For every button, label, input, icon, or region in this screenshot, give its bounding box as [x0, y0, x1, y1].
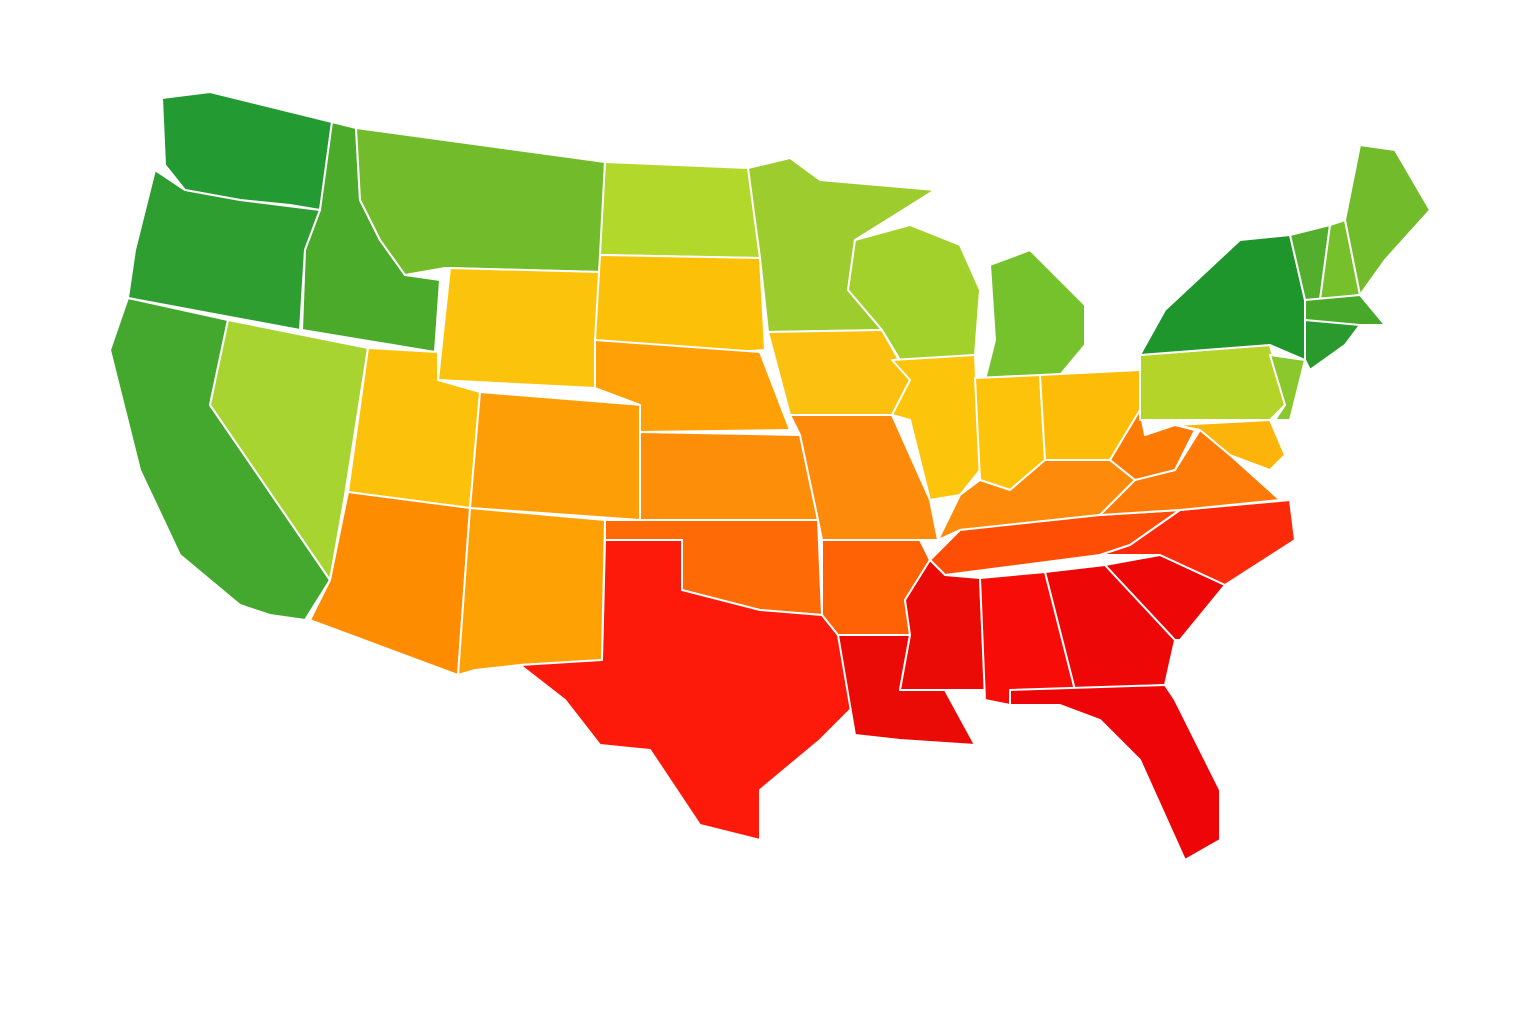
- state: [519, 539, 861, 841]
- state: [599, 161, 761, 259]
- state: [355, 127, 606, 276]
- state: [1044, 564, 1176, 691]
- state: [984, 249, 1086, 381]
- state: [1139, 234, 1306, 361]
- state: [1269, 354, 1306, 421]
- state: [161, 91, 333, 211]
- state: [1304, 319, 1361, 371]
- state: [469, 391, 643, 521]
- state: [1104, 554, 1226, 641]
- state: [639, 431, 819, 521]
- state: [1099, 499, 1296, 586]
- state: [1174, 419, 1286, 471]
- state: [457, 507, 606, 676]
- state: [1304, 294, 1386, 326]
- state: [209, 319, 369, 581]
- state: [1344, 144, 1431, 296]
- state: [1139, 344, 1286, 421]
- state: [309, 491, 471, 676]
- state: [437, 267, 601, 389]
- state: [594, 254, 766, 353]
- state: [1009, 684, 1221, 861]
